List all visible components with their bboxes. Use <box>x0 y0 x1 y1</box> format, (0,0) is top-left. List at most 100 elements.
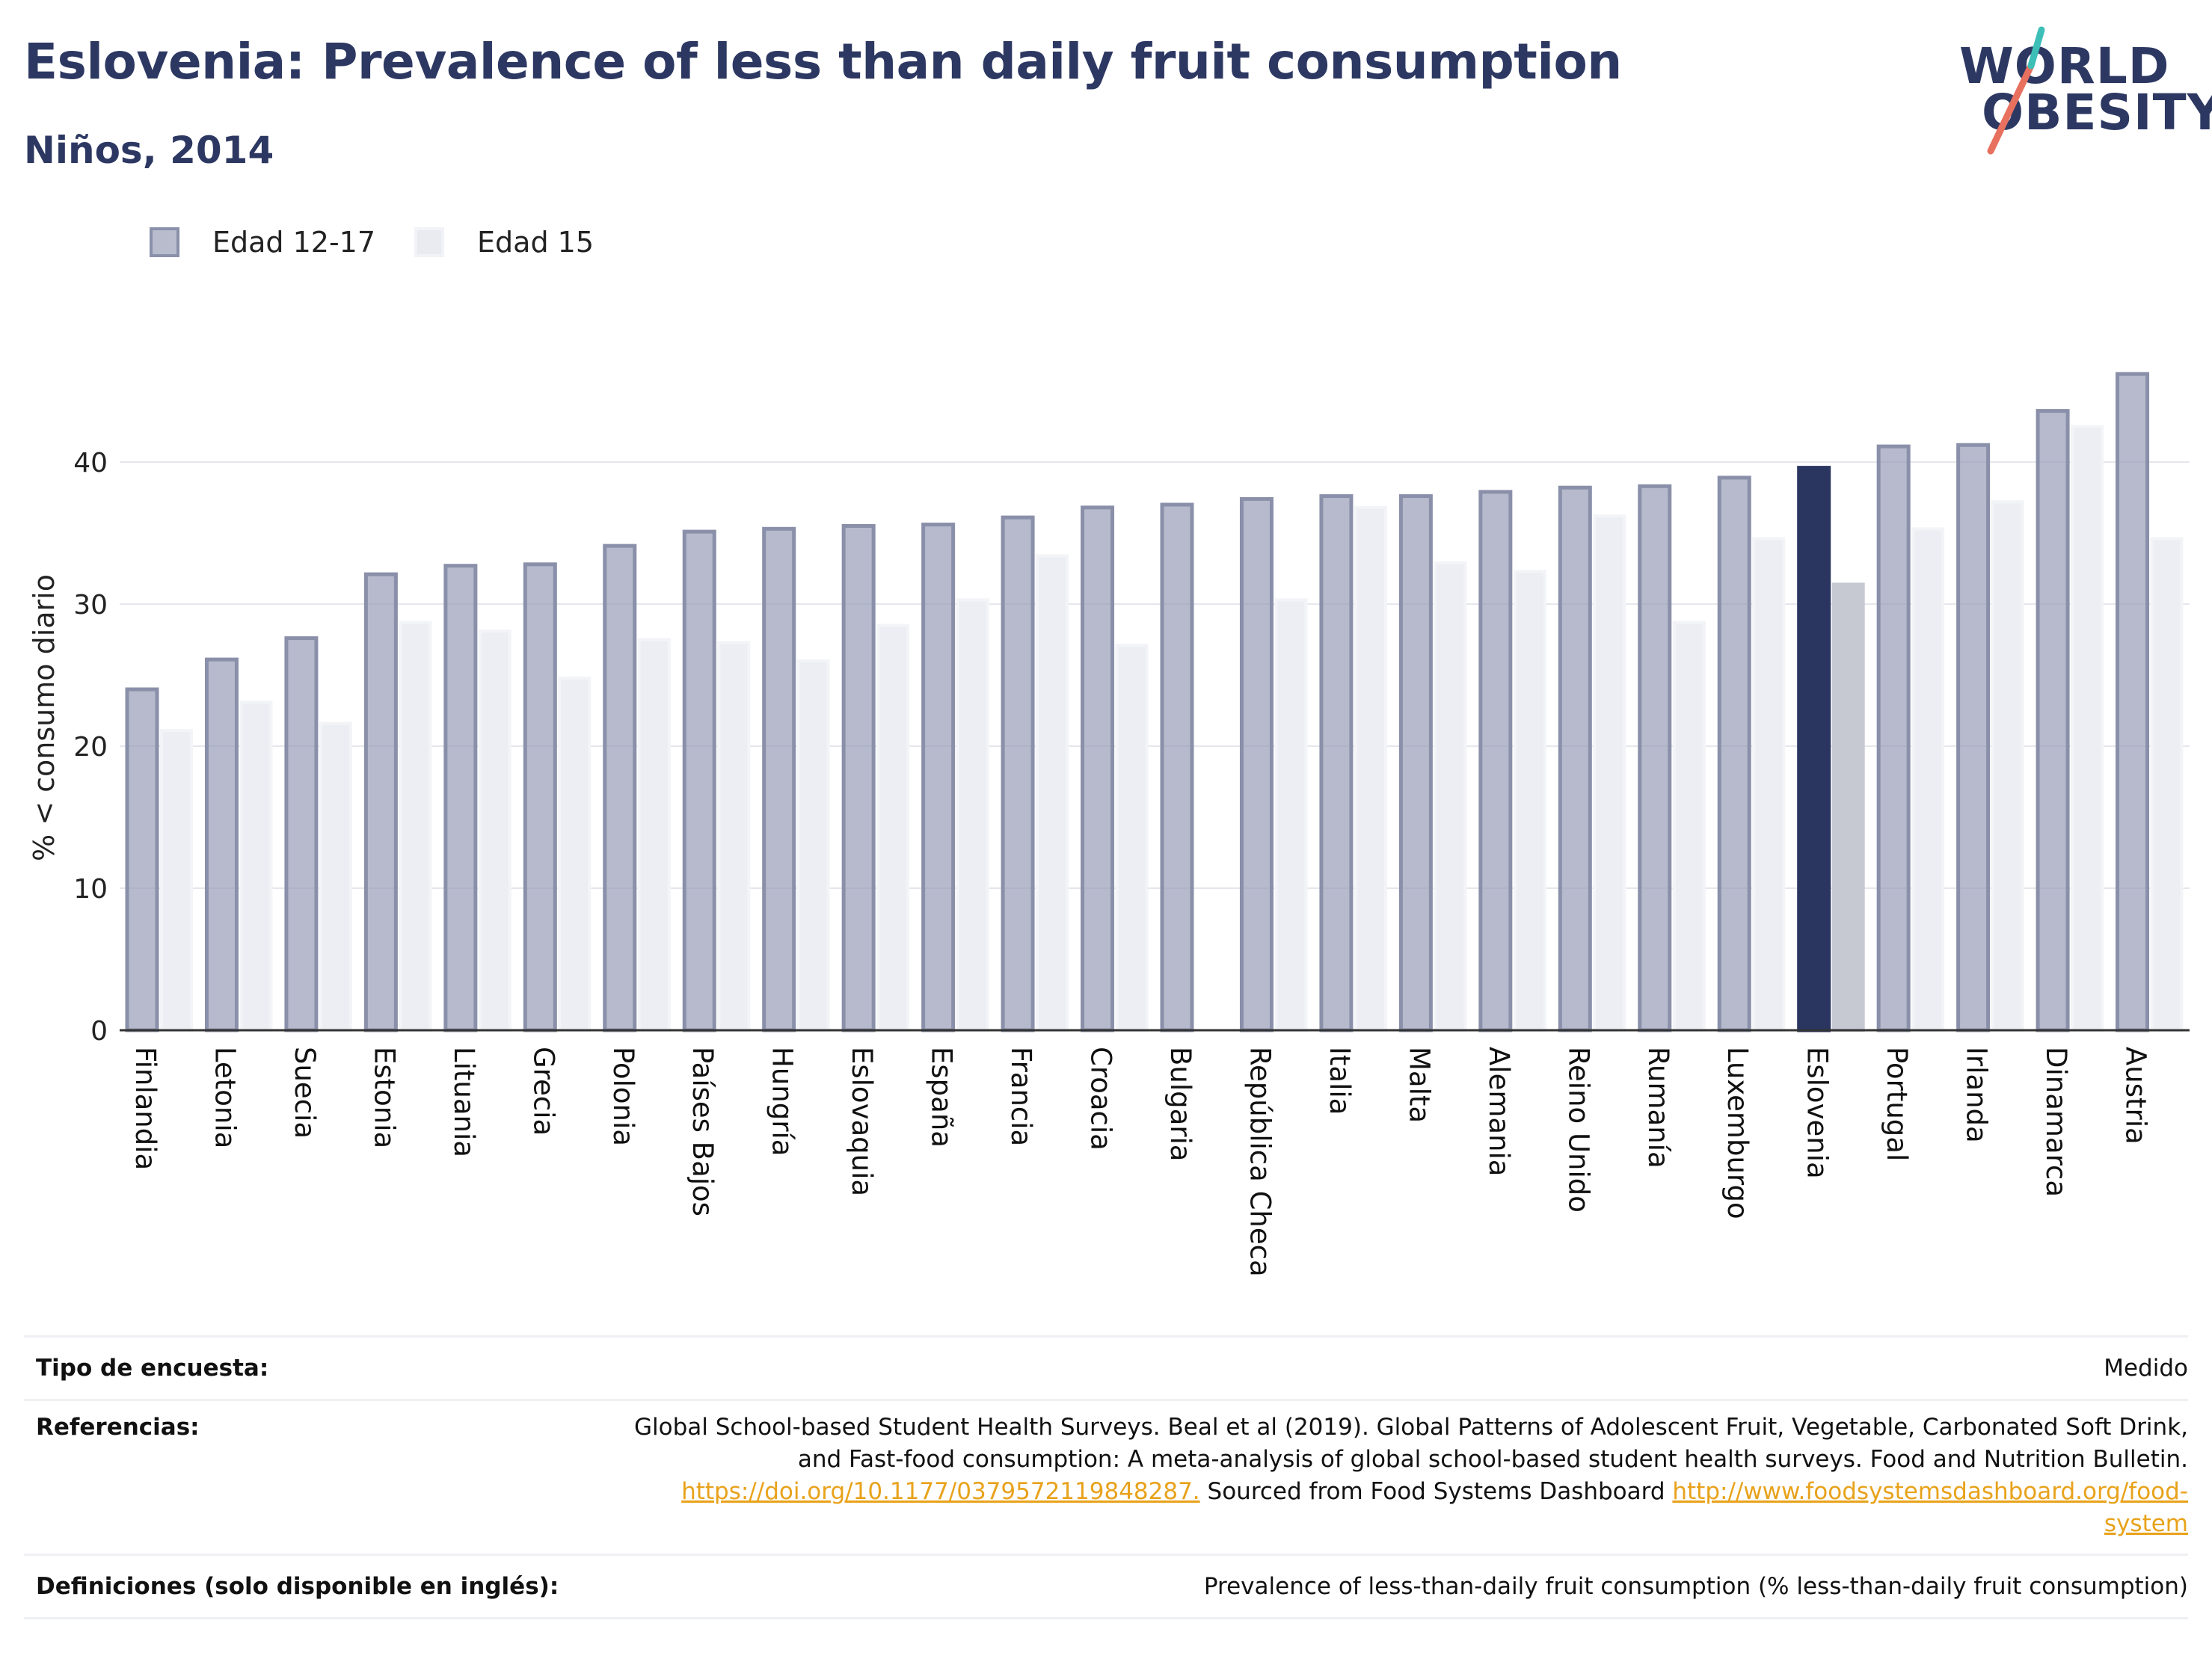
references-value: Global School-based Student Health Surve… <box>634 1412 2188 1540</box>
survey-type-label: Tipo de encuesta: <box>36 1355 269 1382</box>
bar-edad-12-17 <box>523 562 557 1032</box>
bar-edad-12-17 <box>284 636 319 1032</box>
references-sourced-text: Sourced from Food Systems Dashboard <box>1199 1478 1673 1505</box>
doi-link[interactable]: https://doi.org/10.1177/0379572119848287… <box>681 1478 1200 1505</box>
references-line-4: system <box>634 1508 2188 1540</box>
bar-edad-12-17 <box>363 572 398 1032</box>
x-category-label: España <box>926 1047 958 1148</box>
legend-swatch-series2 <box>414 227 445 257</box>
references-line-1: Global School-based Student Health Surve… <box>634 1414 2188 1441</box>
bar-edad-15 <box>239 701 273 1032</box>
x-category-label: Lituania <box>448 1047 480 1157</box>
bar-edad-15 <box>1911 527 1945 1032</box>
x-category-label: Grecia <box>527 1047 559 1136</box>
bar-edad-12-17 <box>2116 372 2150 1032</box>
bar-edad-12-17 <box>1638 484 1672 1032</box>
y-tick-label: 20 <box>73 732 108 763</box>
legend-item-series2[interactable]: Edad 15 <box>414 226 594 259</box>
bar-edad-15 <box>2150 537 2184 1032</box>
bar-edad-15 <box>1672 621 1706 1032</box>
references-line-3: https://doi.org/10.1177/0379572119848287… <box>634 1476 2188 1508</box>
y-tick-label: 40 <box>73 448 108 478</box>
y-axis-title: % < consumo diario <box>28 574 61 861</box>
legend-item-series1[interactable]: Edad 12-17 <box>150 226 375 259</box>
bar-edad-15 <box>160 729 193 1032</box>
bar-edad-12-17 <box>1558 485 1592 1032</box>
bar-edad-12-17 <box>682 529 716 1032</box>
chart-subtitle: Niños, 2014 <box>24 129 274 172</box>
x-category-label: Francia <box>1005 1047 1037 1146</box>
logo-slash-icon <box>1987 26 2045 155</box>
x-category-label: Bulgaria <box>1164 1047 1196 1161</box>
bar-edad-12-17 <box>1876 444 1911 1032</box>
bar-edad-15 <box>1274 598 1308 1032</box>
definitions-value: Prevalence of less-than-daily fruit cons… <box>1203 1572 2188 1600</box>
definitions-label: Definiciones (solo disponible en inglés)… <box>36 1573 559 1600</box>
bar-edad-12-17 <box>443 564 478 1032</box>
bar-edad-12-17 <box>921 523 956 1032</box>
bar-edad-15 <box>399 621 432 1032</box>
references-line-2: and Fast-food consumption: A meta-analys… <box>797 1446 2188 1473</box>
dashboard-link-part1[interactable]: http://www.foodsystemsdashboard.org/food… <box>1672 1478 2188 1505</box>
x-category-label: Luxemburgo <box>1721 1047 1754 1219</box>
x-category-label: Países Bajos <box>686 1047 719 1216</box>
bar-edad-15 <box>876 624 910 1032</box>
bar-edad-15 <box>1115 644 1149 1032</box>
bar-edad-12-17 <box>1001 515 1035 1032</box>
x-category-label: Rumanía <box>1642 1047 1674 1169</box>
legend-label-series1: Edad 12-17 <box>212 226 376 259</box>
x-category-label: Italia <box>1324 1047 1356 1115</box>
logo-text-world: WORLD <box>1959 37 2170 95</box>
bar-edad-12-17 <box>1956 443 1991 1032</box>
bar-edad-12-17 <box>1081 505 1115 1032</box>
bar-edad-15 <box>1752 537 1786 1032</box>
bar-edad-12-17 <box>204 657 239 1032</box>
x-category-label: Dinamarca <box>2040 1047 2072 1197</box>
chart-title: Eslovenia: Prevalence of less than daily… <box>24 33 1622 90</box>
x-category-label: Reino Unido <box>1562 1047 1594 1213</box>
x-category-label: Austria <box>2120 1047 2152 1145</box>
bar-edad-12-17 <box>1478 490 1513 1032</box>
chart-legend: Edad 12-17 Edad 15 <box>150 221 633 263</box>
bar-edad-12-17 <box>1160 502 1194 1032</box>
survey-type-value: Medido <box>2104 1354 2188 1382</box>
bar-edad-15 <box>717 641 751 1032</box>
y-tick-label: 0 <box>90 1016 108 1047</box>
dashboard-link-part2[interactable]: system <box>2104 1510 2188 1537</box>
bar-edad-12-17 <box>1797 466 1831 1032</box>
x-category-label: Estonia <box>368 1047 400 1148</box>
bar-edad-15 <box>1991 500 2024 1032</box>
x-category-label: Croacia <box>1085 1047 1117 1151</box>
definitions-row: Definiciones (solo disponible en inglés)… <box>24 1554 2188 1619</box>
x-category-label: Malta <box>1403 1047 1435 1123</box>
x-category-label: Portugal <box>1881 1047 1913 1161</box>
x-category-label: República Checa <box>1244 1047 1276 1277</box>
legend-label-series2: Edad 15 <box>477 226 595 259</box>
bar-edad-12-17 <box>1717 475 1751 1032</box>
bar-edad-12-17 <box>603 544 637 1032</box>
bar-edad-15 <box>478 630 511 1032</box>
x-category-label: Alemania <box>1483 1047 1515 1176</box>
bar-edad-12-17 <box>762 526 796 1032</box>
bar-edad-15 <box>558 676 592 1032</box>
bar-chart: 0 10 20 30 40 % < consumo diario Finlandia Leto… <box>28 372 2190 1277</box>
y-tick-label: 30 <box>73 590 108 621</box>
bar-edad-15 <box>1434 561 1467 1032</box>
y-tick-label: 10 <box>73 874 108 905</box>
bar-edad-15 <box>637 638 671 1032</box>
x-category-label: Hungría <box>766 1047 799 1156</box>
bar-edad-15 <box>1036 554 1069 1032</box>
survey-type-row: Tipo de encuesta: Medido <box>24 1335 2188 1399</box>
bar-edad-12-17 <box>841 524 876 1032</box>
bar-edad-15 <box>1593 514 1626 1032</box>
bar-edad-15 <box>796 659 830 1032</box>
world-obesity-logo[interactable]: WORLD OBESITY <box>1944 22 2212 157</box>
x-category-label: Letonia <box>209 1047 241 1148</box>
references-label: Referencias: <box>36 1414 200 1441</box>
x-category-label: Eslovenia <box>1801 1047 1834 1179</box>
bar-edad-15 <box>1831 582 1865 1032</box>
bar-edad-15 <box>2071 425 2104 1032</box>
x-category-label: Polonia <box>607 1047 639 1146</box>
x-category-label: Irlanda <box>1961 1047 1993 1143</box>
x-category-label: Eslovaquia <box>846 1047 878 1196</box>
